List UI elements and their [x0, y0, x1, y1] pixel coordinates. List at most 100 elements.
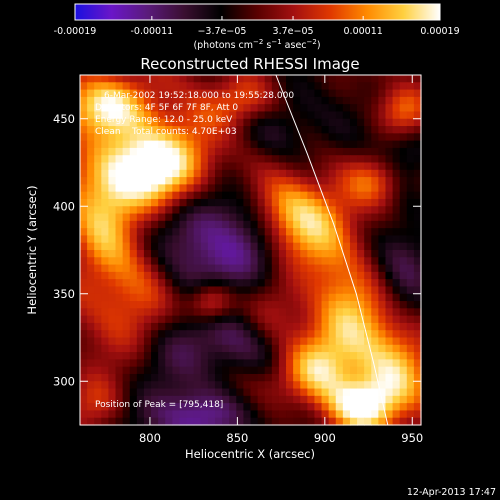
heatmap-cell [186, 395, 195, 404]
heatmap-cell [186, 337, 195, 346]
heatmap-cell [406, 395, 415, 404]
heatmap-cell [328, 140, 337, 149]
heatmap-cell [385, 184, 394, 193]
heatmap-cell [278, 177, 287, 185]
heatmap-cell [257, 410, 266, 419]
heatmap-cell [172, 235, 181, 244]
colorbar-tick: -0.00011 [130, 16, 173, 37]
heatmap-cell [257, 235, 266, 244]
heatmap-cell [222, 235, 230, 244]
heatmap-cell [214, 126, 223, 134]
heatmap-cell [364, 301, 372, 309]
heatmap-cell [406, 111, 415, 120]
heatmap-cell [143, 410, 152, 419]
heatmap-cell [143, 352, 152, 360]
heatmap-cell [357, 220, 365, 229]
heatmap-cell [222, 388, 230, 397]
heatmap-cell [179, 184, 188, 193]
heatmap-cell [250, 395, 259, 404]
heatmap-cell [158, 162, 166, 171]
heatmap-cell [200, 242, 209, 251]
heatmap-cell [385, 330, 394, 339]
heatmap-cell [108, 279, 117, 288]
heatmap-cell [101, 118, 110, 127]
heatmap-cell [307, 395, 316, 404]
heatmap-cell [293, 264, 301, 273]
heatmap-cell [385, 410, 394, 419]
heatmap-cell [406, 184, 415, 193]
heatmap-cell [186, 133, 195, 142]
heatmap-cell [349, 381, 358, 390]
heatmap-cell [236, 235, 244, 244]
heatmap-cell [307, 147, 316, 156]
heatmap-cell [136, 155, 145, 164]
heatmap-cell [101, 257, 110, 266]
heatmap-cell [151, 191, 159, 200]
heatmap-cell [243, 271, 252, 280]
heatmap-cell [328, 264, 337, 273]
heatmap-cell [193, 322, 202, 331]
heatmap-cell [229, 330, 237, 339]
heatmap-cell [413, 118, 422, 127]
heatmap-cell [207, 359, 216, 368]
heatmap-cell [328, 315, 337, 324]
heatmap-cell [136, 177, 145, 185]
heatmap-cell [328, 359, 337, 368]
heatmap-cell [349, 104, 358, 113]
heatmap-cell [165, 315, 173, 324]
heatmap-cell [399, 381, 408, 390]
heatmap-cell [108, 82, 117, 91]
heatmap-cell [151, 133, 159, 142]
heatmap-cell [321, 388, 330, 397]
heatmap-cell [129, 133, 138, 142]
heatmap-cell [207, 293, 216, 302]
heatmap-cell [342, 337, 351, 346]
heatmap-cell [136, 147, 145, 156]
heatmap-cell [300, 228, 308, 237]
heatmap-cell [165, 206, 173, 215]
heatmap-cell [115, 301, 124, 309]
heatmap-cell [186, 82, 195, 91]
heatmap-cell [307, 403, 316, 412]
heatmap-cell [158, 184, 166, 193]
heatmap-cell [314, 417, 323, 426]
heatmap-cell [158, 293, 166, 302]
heatmap-cell [243, 162, 252, 171]
heatmap-cell [413, 308, 422, 317]
heatmap-cell [108, 403, 117, 412]
heatmap-cell [321, 75, 330, 83]
heatmap-cell [335, 359, 344, 368]
heatmap-cell [115, 147, 124, 156]
heatmap-cell [342, 206, 351, 215]
heatmap-cell [101, 264, 110, 273]
heatmap-cell [271, 322, 280, 331]
heatmap-cell [314, 286, 323, 295]
heatmap-cell [151, 403, 159, 412]
heatmap-cell [300, 330, 308, 339]
heatmap-cell [371, 126, 379, 134]
heatmap-cell [250, 293, 259, 302]
heatmap-cell [207, 315, 216, 324]
heatmap-cell [271, 140, 280, 149]
heatmap-cell [222, 228, 230, 237]
heatmap-cell [300, 213, 308, 222]
heatmap-cell [257, 82, 266, 91]
heatmap-cell [286, 279, 294, 288]
heatmap-cell [207, 395, 216, 404]
heatmap-cell [349, 250, 358, 258]
heatmap-cell [392, 344, 401, 353]
heatmap-cell [413, 162, 422, 171]
heatmap-cell [314, 104, 323, 113]
heatmap-cell [108, 169, 117, 178]
heatmap-cell [342, 228, 351, 237]
heatmap-cell [413, 75, 422, 83]
heatmap-cell [94, 242, 102, 251]
heatmap-cell [264, 235, 273, 244]
svg-text:-0.00019: -0.00019 [54, 26, 97, 37]
heatmap-cell [214, 118, 223, 127]
heatmap-cell [335, 344, 344, 353]
heatmap-cell [172, 191, 181, 200]
heatmap-cell [193, 228, 202, 237]
heatmap-cell [179, 344, 188, 353]
heatmap-cell [236, 417, 244, 426]
